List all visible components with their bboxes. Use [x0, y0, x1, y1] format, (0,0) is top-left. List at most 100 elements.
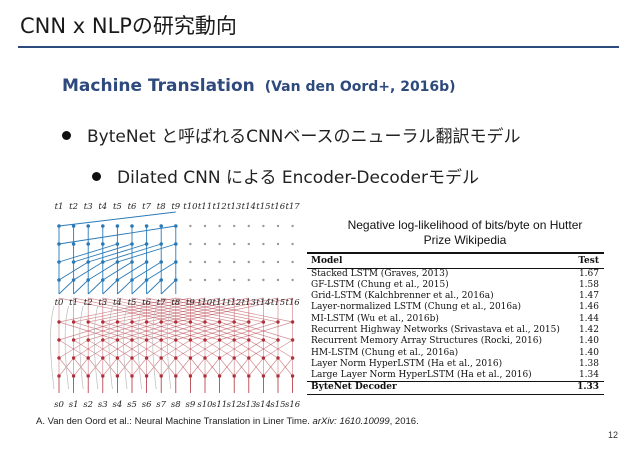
target-token-label: t11	[198, 202, 212, 212]
inactive-node	[262, 224, 265, 228]
inactive-node	[203, 278, 207, 282]
encoder-node	[247, 320, 251, 324]
target-token-label: t5	[113, 202, 122, 212]
encoder-connection	[117, 321, 176, 341]
decoder-node	[57, 278, 61, 282]
source-token-label: s16	[285, 400, 301, 410]
table-row: Layer Norm HyperLSTM (Ha et al., 2016) 1.…	[307, 359, 604, 370]
decoder-node	[144, 224, 149, 228]
encoder-connection	[146, 339, 176, 359]
inactive-node	[262, 278, 265, 282]
encoder-node	[174, 320, 178, 324]
inactive-node	[262, 260, 265, 264]
encoder-node	[144, 320, 149, 324]
encoder-connection	[175, 297, 293, 323]
decoder-dilated-connection	[58, 243, 118, 263]
target-token-label: t16	[271, 202, 286, 212]
decoder-input-label: t3	[98, 298, 107, 308]
decoder-output-connection	[58, 211, 176, 227]
source-token-label: s15	[270, 400, 285, 410]
encoder-node	[71, 356, 76, 360]
decoder-dilated-connection	[146, 279, 162, 295]
skip-arc	[64, 305, 69, 390]
decoder-dilated-connection	[87, 261, 118, 281]
inactive-node	[203, 260, 207, 264]
decoder-node	[57, 260, 61, 264]
decoder-input-label: t12	[227, 298, 241, 308]
encoder-node	[261, 338, 266, 342]
encoder-node	[57, 320, 61, 324]
table-row: Recurrent Highway Networks (Srivastava e…	[307, 325, 604, 336]
encoder-connection	[161, 297, 279, 323]
encoder-connection	[190, 357, 206, 377]
encoder-node	[101, 356, 105, 360]
cell-model: Large Layer Norm HyperLSTM (Ha et al., 2…	[311, 370, 532, 381]
decoder-dilated-connection	[146, 261, 177, 281]
source-token-label: s1	[69, 400, 79, 410]
decoder-input-label: t13	[242, 298, 256, 308]
decoder-input-label: t6	[142, 298, 151, 308]
encoder-node	[115, 356, 120, 360]
encoder-connection	[58, 339, 89, 359]
decoder-dilated-connection	[131, 261, 162, 281]
encoder-connection	[73, 321, 133, 341]
encoder-node	[159, 338, 163, 342]
inactive-node	[233, 224, 236, 228]
encoder-node	[71, 320, 76, 324]
source-token-label: s5	[127, 400, 137, 410]
skip-arc	[137, 305, 142, 390]
source-token-label: s13	[241, 400, 256, 410]
cell-test: 1.34	[578, 370, 599, 381]
cell-test: 1.40	[578, 347, 599, 358]
decoder-node	[115, 278, 120, 282]
encoder-connection	[58, 321, 118, 341]
encoder-connection	[233, 357, 250, 377]
decoder-node	[174, 242, 178, 246]
decoder-node	[174, 278, 178, 282]
decoder-dilated-connection	[73, 279, 89, 295]
decoder-node	[130, 278, 134, 282]
encoder-node	[188, 320, 193, 324]
target-token-label: t13	[227, 202, 241, 212]
decoder-node	[86, 260, 90, 264]
encoder-node	[174, 356, 178, 360]
encoder-connection	[175, 357, 191, 377]
decoder-input-label: t5	[128, 298, 137, 308]
inactive-node	[247, 242, 250, 246]
target-token-label: t4	[98, 202, 107, 212]
encoder-node	[290, 374, 295, 378]
target-token-label: t17	[285, 202, 300, 212]
encoder-node	[203, 338, 207, 342]
table-row-bytenet: ByteNet Decoder 1.33	[307, 382, 604, 393]
reference-venue: arXiv: 1610.10099	[312, 416, 390, 427]
decoder-dilated-connection	[73, 243, 133, 263]
skip-arc	[50, 305, 55, 390]
decoder-node	[115, 260, 120, 264]
cell-test: 1.40	[578, 336, 599, 347]
decoder-node	[86, 278, 90, 282]
skip-arc	[93, 305, 99, 390]
encoder-node	[261, 374, 266, 378]
decoder-node	[144, 278, 149, 282]
encoder-node	[203, 320, 207, 324]
encoder-connection	[146, 297, 264, 323]
encoder-node	[144, 338, 149, 342]
bytenet-architecture-diagram: t1 t2 t3 t4 t5 t6 t7 t8 t9 t10 t11 t12 t13 t14 t15 t16 t…	[50, 202, 301, 410]
cell-model: MI-LSTM (Wu et al., 2016b)	[311, 313, 439, 324]
inactive-node	[247, 224, 250, 228]
encoder-connection	[248, 339, 279, 359]
encoder-node	[101, 374, 105, 378]
decoder-dilated-connection	[58, 225, 176, 245]
skip-arc	[166, 305, 172, 390]
decoder-dilated-connection	[117, 279, 133, 295]
cell-test: 1.47	[578, 291, 599, 302]
inactive-node	[218, 224, 221, 228]
encoder-connection	[190, 339, 220, 359]
source-token-label: s12	[227, 400, 242, 410]
title-divider	[18, 46, 619, 48]
target-token-label: t3	[84, 202, 93, 212]
inactive-node	[218, 260, 221, 264]
encoder-connection	[219, 339, 249, 359]
encoder-node	[86, 374, 90, 378]
inactive-node	[291, 278, 294, 282]
